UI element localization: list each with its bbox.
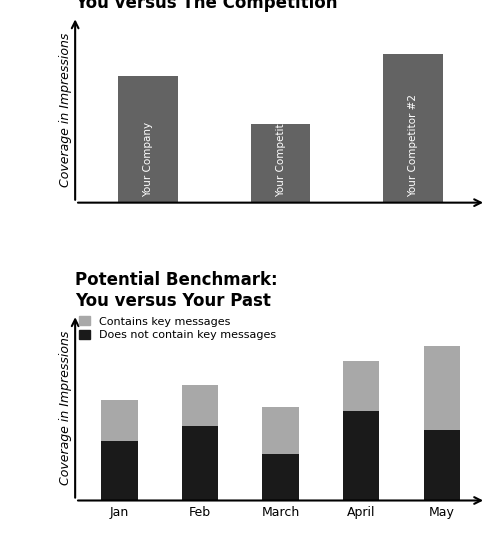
Bar	[343, 361, 379, 411]
Y-axis label: Coverage in Impressions: Coverage in Impressions	[60, 330, 72, 485]
Bar	[182, 426, 218, 500]
Bar	[423, 430, 460, 500]
Text: Your Company: Your Company	[143, 122, 153, 197]
Bar	[182, 385, 218, 426]
Bar	[383, 54, 443, 202]
Bar	[263, 454, 299, 501]
Legend: Contains key messages, Does not contain key messages: Contains key messages, Does not contain …	[79, 316, 277, 340]
Bar	[118, 76, 178, 202]
Bar	[101, 400, 138, 441]
Bar	[250, 124, 311, 202]
Bar	[263, 408, 299, 454]
Y-axis label: Coverage in Impressions: Coverage in Impressions	[60, 32, 72, 187]
Text: Your Competitor #2: Your Competitor #2	[408, 94, 418, 197]
Bar	[343, 411, 379, 500]
Text: Potential Benchmark:
You versus Your Past: Potential Benchmark: You versus Your Pas…	[75, 271, 278, 310]
Text: Potential Benchmark:
You versus The Competition: Potential Benchmark: You versus The Comp…	[75, 0, 338, 12]
Text: Your Competitor #1: Your Competitor #1	[276, 94, 286, 197]
Bar	[101, 441, 138, 500]
Bar	[423, 346, 460, 430]
